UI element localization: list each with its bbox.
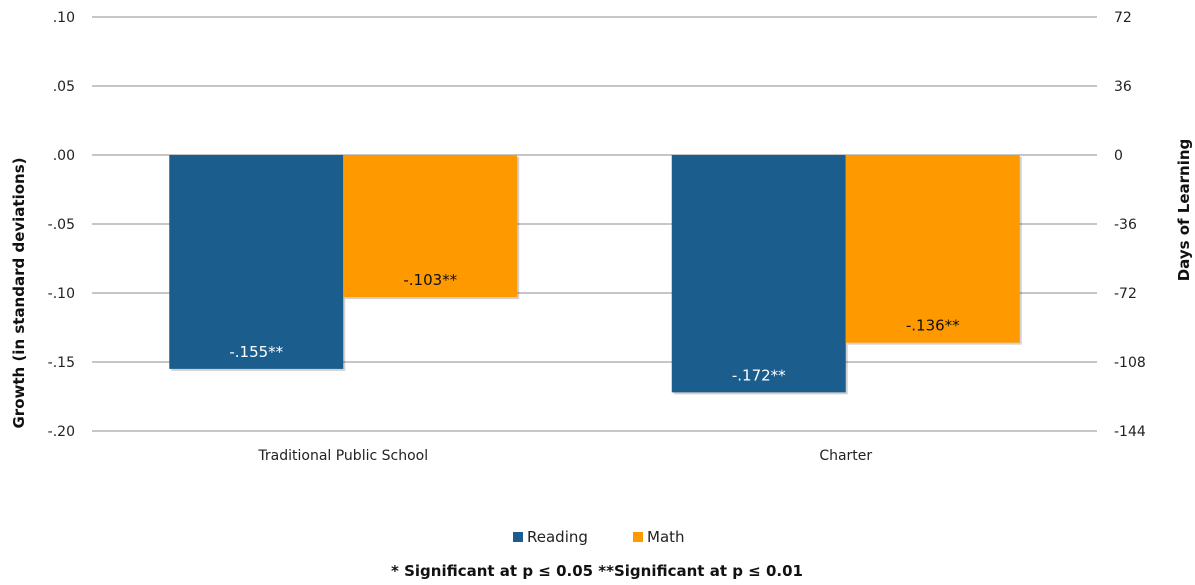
y2-tick-label: -108	[1114, 355, 1146, 371]
y-tick-label: -.05	[48, 217, 75, 233]
y-tick-label: -.10	[48, 286, 75, 302]
legend-swatch-reading	[513, 532, 523, 542]
category-labels: Traditional Public School Charter	[257, 448, 872, 464]
significance-footnote: * Significant at p ≤ 0.05 **Significant …	[391, 562, 803, 580]
legend: Reading Math	[513, 528, 685, 546]
y2-tick-label: -72	[1114, 286, 1137, 302]
legend-label-math: Math	[647, 528, 685, 546]
category-label: Traditional Public School	[257, 448, 428, 464]
y2-axis-title: Days of Learning	[1175, 139, 1193, 282]
bar-value-label: -.155**	[229, 343, 283, 361]
legend-swatch-math	[633, 532, 643, 542]
legend-label-reading: Reading	[527, 528, 588, 546]
category-label: Charter	[819, 448, 872, 464]
y-tick-label: .10	[53, 10, 75, 26]
y-axis-title: Growth (in standard deviations)	[10, 158, 28, 429]
y2-axis-ticks: 72 36 0 -36 -72 -108 -144	[1114, 10, 1146, 440]
y-tick-label: .00	[53, 148, 75, 164]
bar-reading	[671, 155, 846, 393]
y-tick-label: -.15	[48, 355, 75, 371]
bar-labels: -.155** -.103** -.172** -.136**	[229, 271, 960, 384]
bar-math	[845, 155, 1020, 343]
y-tick-label: -.20	[48, 424, 75, 440]
y2-tick-label: 36	[1114, 79, 1132, 95]
bar-value-label: -.103**	[403, 271, 457, 289]
y2-tick-label: 72	[1114, 10, 1132, 26]
bar-reading	[169, 155, 344, 369]
bar-math	[343, 155, 518, 298]
y-tick-label: .05	[53, 79, 75, 95]
y-axis-ticks: .10 .05 .00 -.05 -.10 -.15 -.20	[48, 10, 75, 440]
bar-value-label: -.172**	[732, 366, 786, 384]
y2-tick-label: -36	[1114, 217, 1137, 233]
y2-tick-label: -144	[1114, 424, 1146, 440]
y2-tick-label: 0	[1114, 148, 1123, 164]
bars	[169, 155, 1022, 395]
bar-value-label: -.136**	[906, 317, 960, 335]
